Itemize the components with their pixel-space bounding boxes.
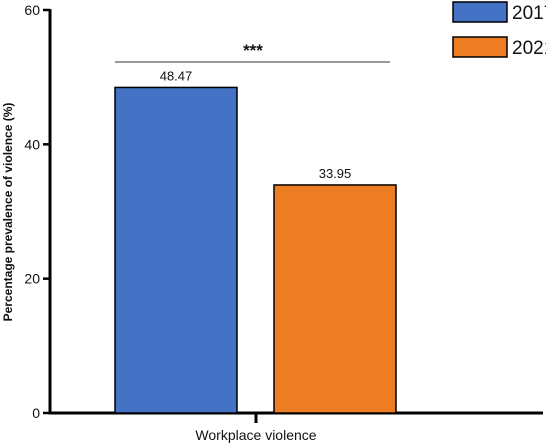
significance-annotation: ***: [115, 41, 390, 63]
data-label-2017: 48.47: [160, 68, 193, 83]
y-tick-label: 20: [24, 271, 40, 287]
legend: 2017 2021: [452, 1, 546, 59]
bar-2021: [273, 184, 397, 414]
y-tick-label: 60: [24, 2, 40, 18]
legend-swatch-2021: [452, 36, 508, 58]
y-tick-label: 0: [32, 405, 40, 421]
y-axis: 0 20 40 60: [24, 2, 52, 421]
legend-swatch-2017: [452, 1, 508, 23]
bar-2017: [114, 86, 238, 414]
y-axis-title: Percentage prevalence of violence (%): [1, 103, 15, 322]
significance-stars: ***: [243, 41, 263, 60]
bars: 48.47 33.95: [114, 68, 397, 414]
y-tick-label: 40: [24, 136, 40, 152]
legend-label-2021: 2021: [512, 38, 546, 59]
legend-label-2017: 2017: [512, 3, 546, 24]
data-label-2021: 33.95: [319, 166, 352, 181]
x-tick-label: Workplace violence: [195, 427, 316, 443]
x-axis: Workplace violence: [48, 411, 543, 443]
